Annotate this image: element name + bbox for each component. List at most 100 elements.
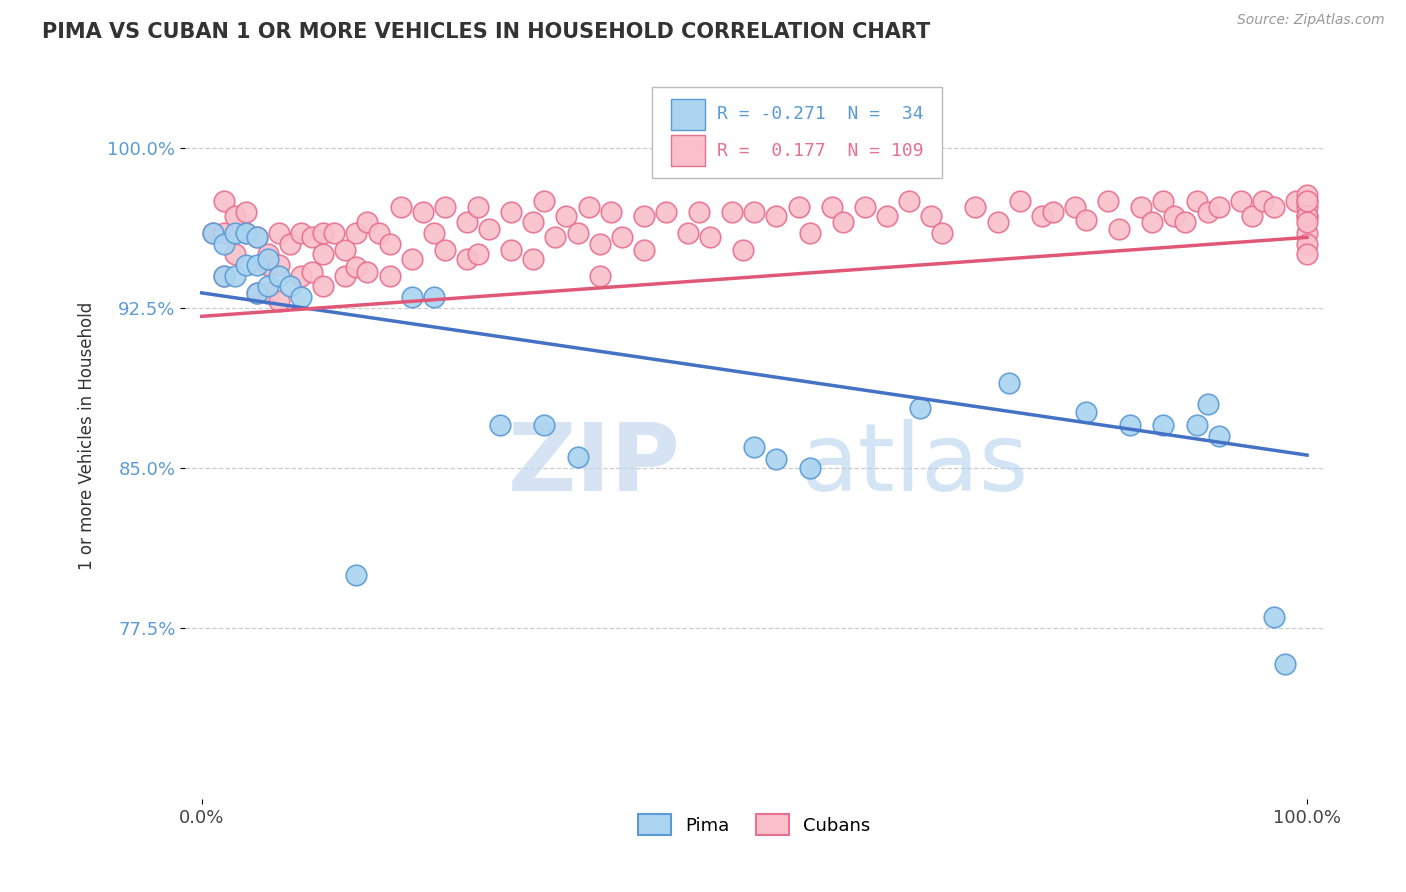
- Point: [312, 279, 335, 293]
- Point: [1074, 213, 1097, 227]
- Point: [1130, 201, 1153, 215]
- Point: [224, 226, 246, 240]
- Point: [257, 285, 280, 300]
- Point: [533, 194, 555, 208]
- Point: [744, 204, 766, 219]
- Point: [1296, 201, 1319, 215]
- Point: [201, 226, 224, 240]
- Point: [301, 264, 323, 278]
- Point: [1229, 194, 1251, 208]
- Point: [401, 290, 423, 304]
- Point: [567, 450, 589, 465]
- Point: [1296, 236, 1319, 251]
- Point: [1296, 215, 1319, 229]
- Point: [610, 230, 633, 244]
- Point: [987, 215, 1010, 229]
- Point: [312, 226, 335, 240]
- Point: [688, 204, 710, 219]
- Point: [1263, 201, 1285, 215]
- Point: [423, 226, 446, 240]
- Point: [765, 209, 787, 223]
- Point: [378, 236, 401, 251]
- Point: [356, 264, 378, 278]
- Point: [267, 294, 290, 309]
- Point: [522, 215, 544, 229]
- Point: [1152, 418, 1174, 433]
- Point: [456, 215, 478, 229]
- Point: [1208, 429, 1230, 443]
- Point: [633, 243, 655, 257]
- Point: [1208, 201, 1230, 215]
- Point: [290, 290, 312, 304]
- Point: [257, 258, 280, 272]
- Point: [588, 268, 610, 283]
- Point: [1064, 201, 1087, 215]
- Point: [478, 222, 501, 236]
- Point: [1185, 418, 1208, 433]
- Point: [235, 226, 257, 240]
- Point: [533, 418, 555, 433]
- Point: [1042, 204, 1064, 219]
- Point: [1097, 194, 1119, 208]
- Point: [831, 215, 853, 229]
- Point: [1197, 204, 1219, 219]
- Point: [1296, 187, 1319, 202]
- Point: [467, 247, 489, 261]
- Point: [908, 401, 931, 416]
- Point: [312, 247, 335, 261]
- Point: [212, 194, 235, 208]
- Point: [1296, 226, 1319, 240]
- Point: [1296, 209, 1319, 223]
- Point: [346, 226, 368, 240]
- Point: [246, 285, 269, 300]
- Point: [335, 243, 357, 257]
- Point: [224, 247, 246, 261]
- Point: [799, 461, 821, 475]
- Point: [1296, 194, 1319, 208]
- Point: [346, 567, 368, 582]
- Point: [356, 215, 378, 229]
- Point: [212, 226, 235, 240]
- Point: [965, 201, 987, 215]
- Point: [335, 268, 357, 283]
- Point: [588, 236, 610, 251]
- Point: [1296, 194, 1319, 208]
- Point: [378, 268, 401, 283]
- Point: [997, 376, 1019, 390]
- Point: [898, 194, 921, 208]
- Point: [301, 230, 323, 244]
- Point: [201, 226, 224, 240]
- Point: [1263, 610, 1285, 624]
- Point: [278, 279, 301, 293]
- Point: [522, 252, 544, 266]
- Point: [267, 226, 290, 240]
- Point: [212, 236, 235, 251]
- Point: [876, 209, 898, 223]
- Point: [633, 209, 655, 223]
- Point: [920, 209, 942, 223]
- Text: atlas: atlas: [800, 419, 1028, 511]
- Text: R =  0.177  N = 109: R = 0.177 N = 109: [717, 142, 924, 160]
- Point: [931, 226, 953, 240]
- Y-axis label: 1 or more Vehicles in Household: 1 or more Vehicles in Household: [79, 301, 96, 570]
- FancyBboxPatch shape: [652, 87, 942, 178]
- Point: [699, 230, 721, 244]
- Point: [1108, 222, 1130, 236]
- Point: [1174, 215, 1197, 229]
- Point: [1185, 194, 1208, 208]
- Point: [1008, 194, 1031, 208]
- Point: [346, 260, 368, 275]
- Point: [799, 226, 821, 240]
- Point: [323, 226, 346, 240]
- Point: [1197, 397, 1219, 411]
- Point: [246, 230, 269, 244]
- Point: [544, 230, 567, 244]
- Point: [246, 230, 269, 244]
- Point: [212, 268, 235, 283]
- Point: [412, 204, 434, 219]
- Point: [467, 201, 489, 215]
- Point: [367, 226, 389, 240]
- Point: [278, 236, 301, 251]
- Point: [257, 252, 280, 266]
- Point: [246, 285, 269, 300]
